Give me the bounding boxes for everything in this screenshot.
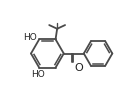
Text: O: O [74, 63, 83, 73]
Text: HO: HO [31, 70, 45, 79]
Text: HO: HO [23, 33, 37, 42]
